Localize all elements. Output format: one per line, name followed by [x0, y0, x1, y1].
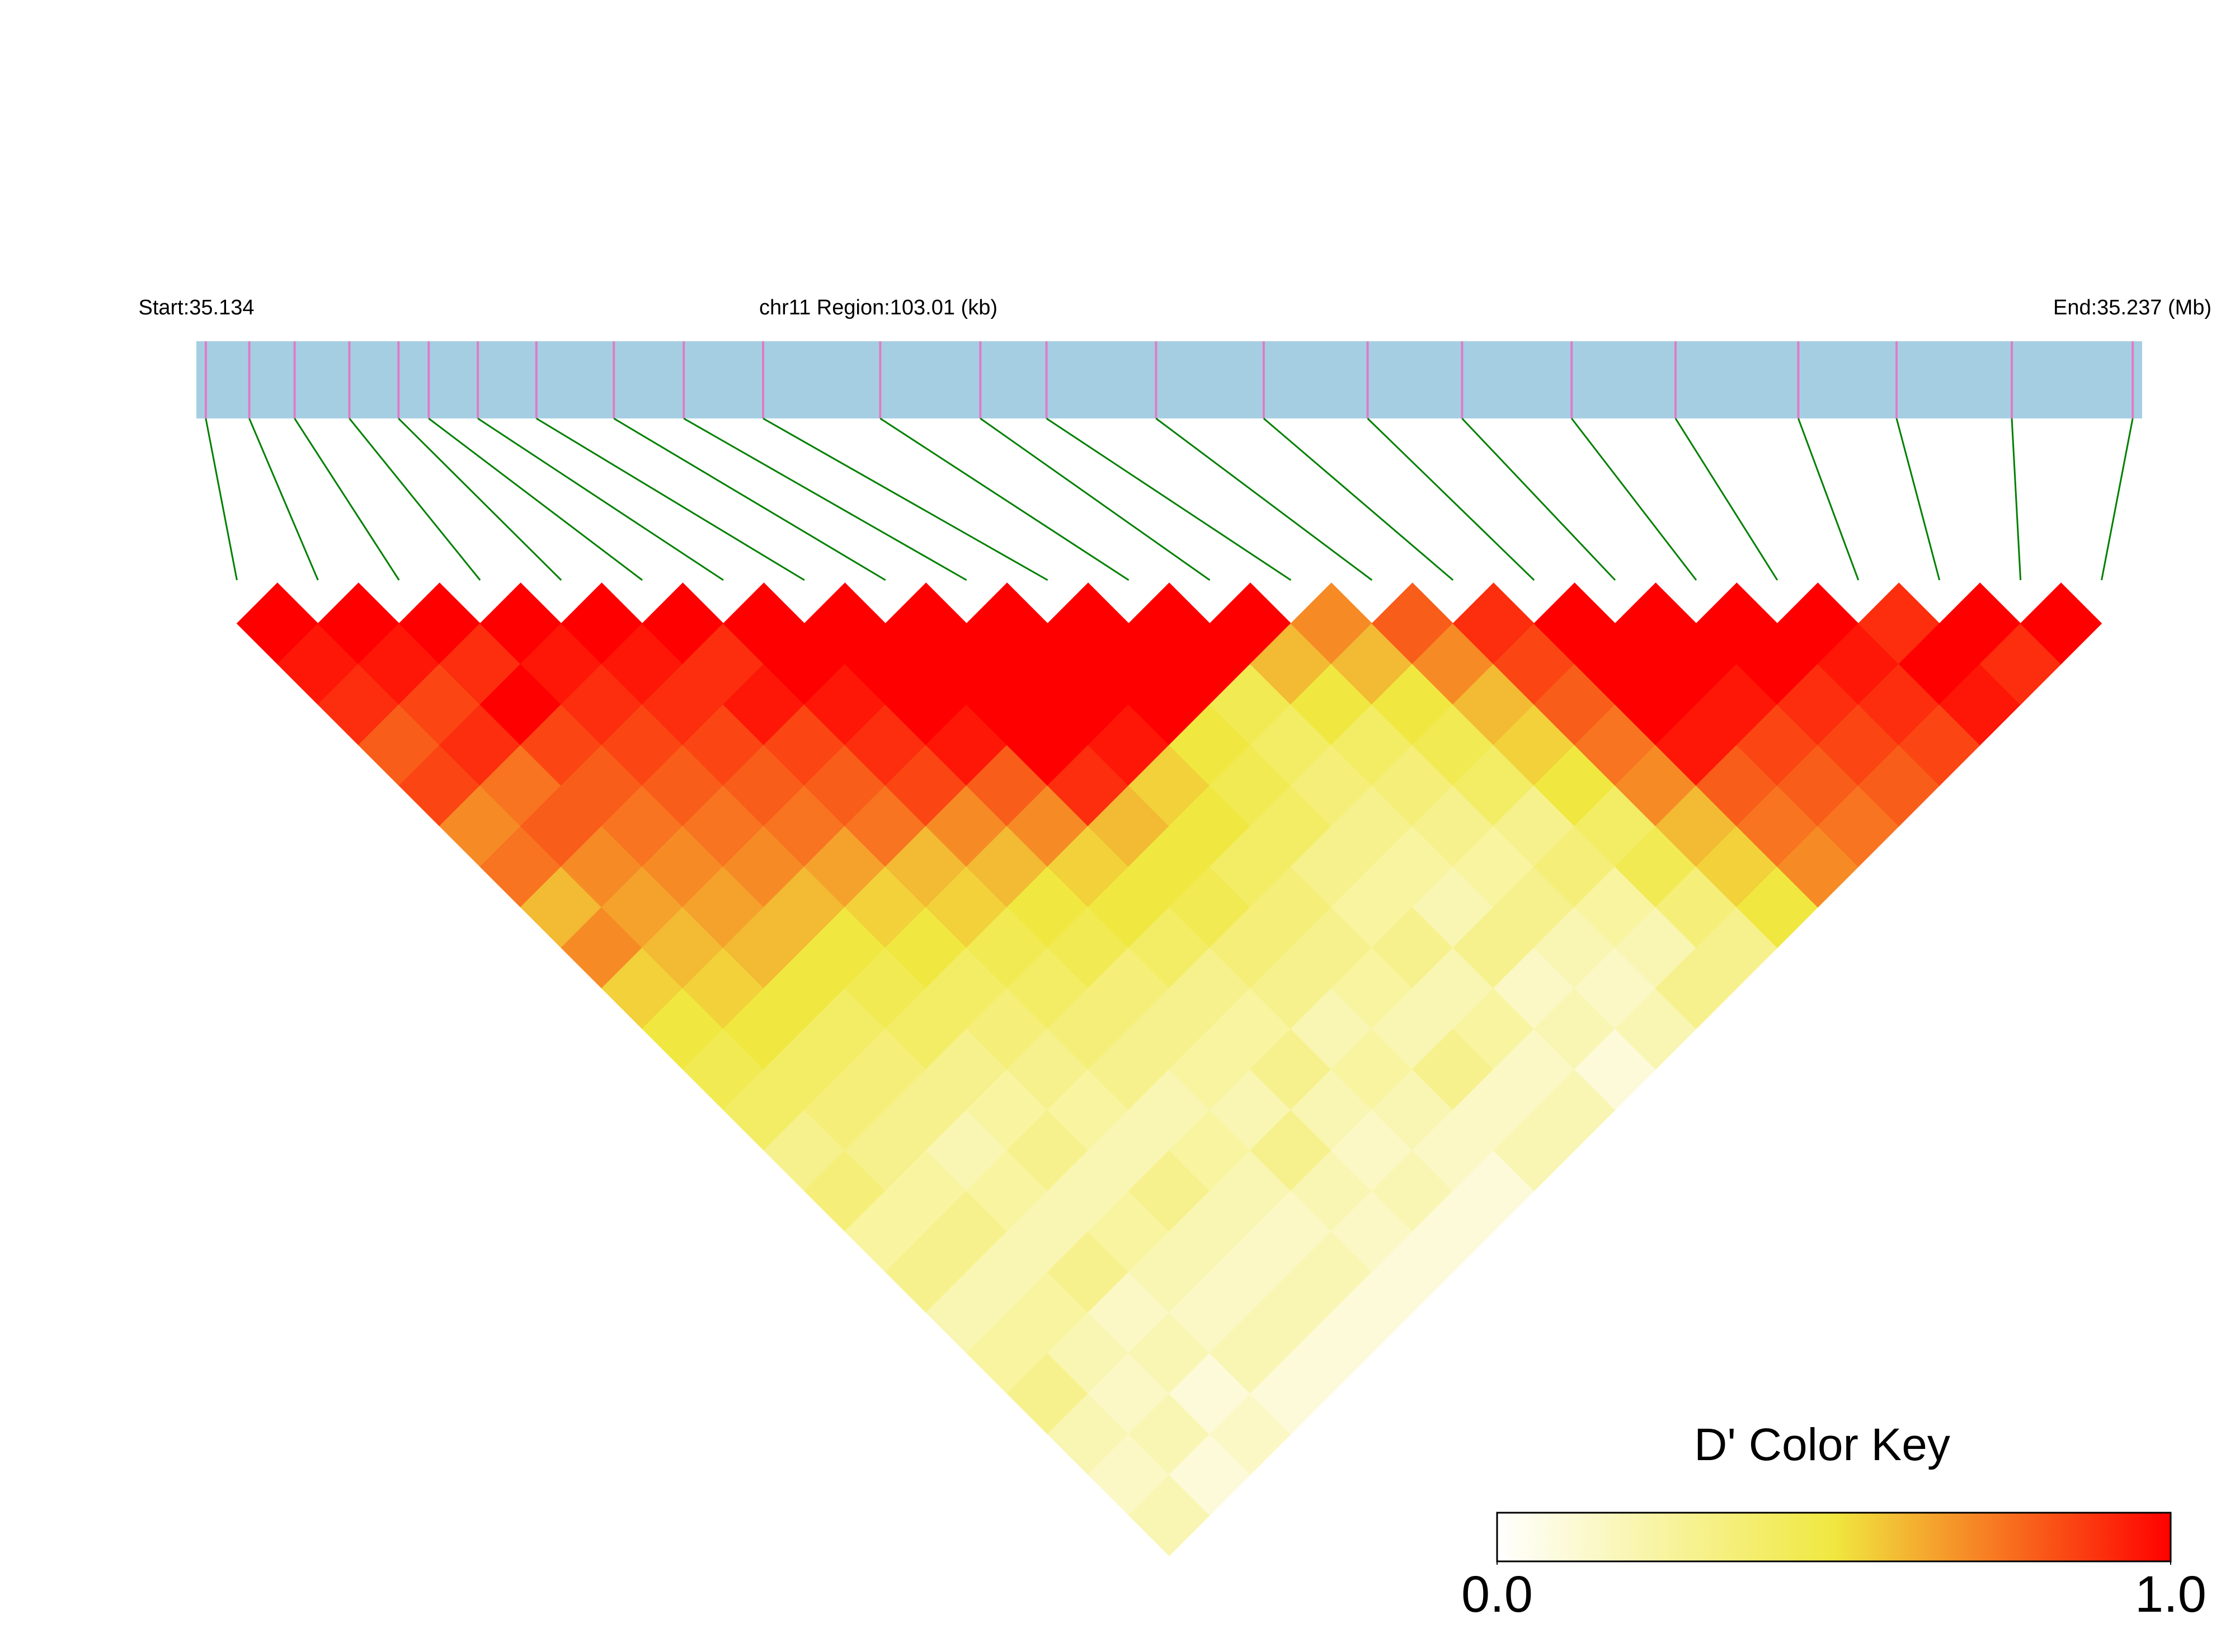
ld-cell	[2020, 582, 2102, 665]
snp-link	[1461, 417, 1616, 581]
region-label: chr11 Region:103.01 (kb)	[759, 296, 997, 319]
snp-link	[294, 418, 400, 581]
snp-link	[536, 417, 805, 581]
snp-link	[1674, 418, 1778, 581]
snp-link	[1367, 417, 1535, 581]
snp-link	[349, 418, 481, 581]
color-key-title: D' Color Key	[1694, 1419, 1950, 1470]
snp-link	[2101, 418, 2134, 581]
region-bar	[196, 341, 2142, 418]
color-key-label: 1.0	[2135, 1566, 2206, 1623]
start-label: Start:35.134	[138, 296, 254, 319]
snp-link	[248, 418, 319, 581]
snp-link	[879, 417, 1130, 581]
snp-link	[683, 417, 967, 581]
end-label: End:35.237 (Mb)	[2053, 296, 2212, 319]
snp-link	[1895, 418, 1941, 581]
snp-link	[477, 417, 724, 581]
snp-link	[205, 418, 238, 581]
snp-link	[1046, 417, 1292, 581]
snp-link	[1263, 417, 1454, 581]
color-key-label: 0.0	[1461, 1566, 1533, 1623]
snp-link	[2011, 418, 2022, 581]
snp-link	[398, 417, 562, 581]
snp-link	[980, 417, 1211, 581]
snp-link	[1155, 417, 1373, 581]
snp-link	[1798, 418, 1860, 581]
snp-link	[763, 417, 1048, 581]
snp-link	[1571, 418, 1697, 581]
color-key-bar	[1496, 1512, 2172, 1562]
snp-link	[428, 417, 643, 581]
snp-link	[613, 417, 886, 581]
